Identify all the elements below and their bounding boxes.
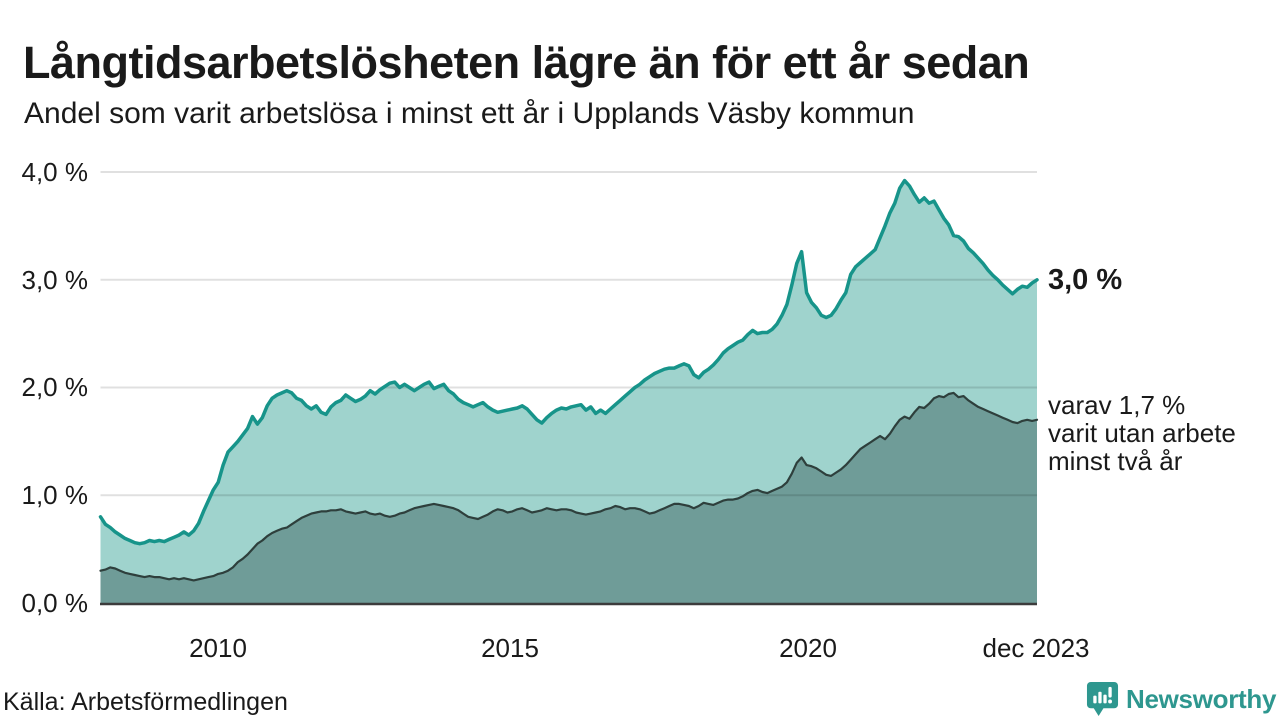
utan-arbete-minst-tva-ar-line	[99, 391, 1039, 582]
y-axis-tick-3: 3,0 %	[21, 265, 89, 295]
y-axis-tick-1: 1,0 %	[21, 480, 89, 510]
x-axis-tick-2010: 2010	[189, 633, 247, 663]
newsworthy-logo-text: Newsworthy	[1126, 683, 1277, 714]
chart-subtitle: Andel som varit arbetslösa i minst ett å…	[24, 97, 915, 130]
annotation-line-1: varav 1,7 %	[1048, 390, 1186, 420]
utan-arbete-minst-tva-ar-area	[100, 392, 1037, 603]
y-axis-tick-2: 2,0 %	[21, 372, 89, 402]
page-title: Långtidsarbetslösheten lägre än för ett …	[23, 37, 1030, 89]
arbetslosa-minst-ett-ar-line	[98, 178, 1039, 546]
annotation-line-2: varit utan arbete	[1048, 418, 1236, 448]
y-axis-tick-0: 0,0 %	[21, 588, 89, 618]
y-axis-tick-4: 4,0 %	[21, 157, 89, 187]
x-axis-tick-dec-2023: dec 2023	[982, 633, 1090, 663]
newsworthy-logo[interactable]: Newsworthy	[1086, 680, 1276, 718]
x-axis-tick-2015: 2015	[481, 633, 539, 663]
series-end-value-label: 3,0 %	[1048, 264, 1123, 296]
secondary-series-annotation: varav 1,7 % varit utan arbete minst två …	[1048, 391, 1236, 475]
source-credit: Källa: Arbetsförmedlingen	[3, 688, 288, 716]
x-axis-tick-2020: 2020	[779, 633, 837, 663]
newsworthy-logo-icon	[1086, 681, 1119, 718]
annotation-line-3: minst två år	[1048, 446, 1183, 476]
